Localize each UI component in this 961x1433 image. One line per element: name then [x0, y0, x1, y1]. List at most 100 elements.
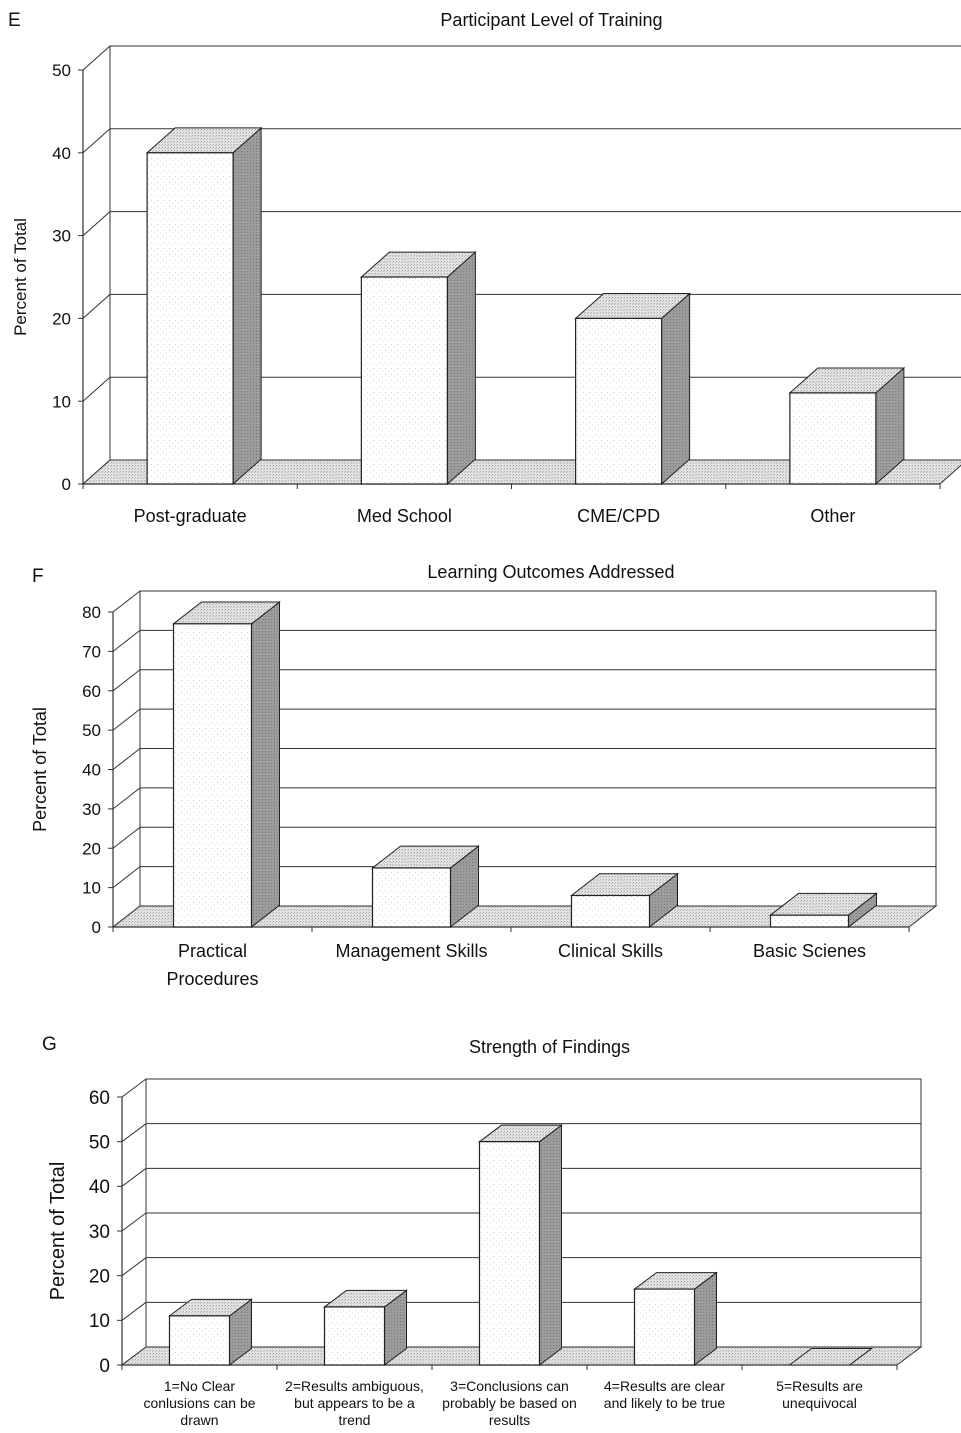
bar-side — [232, 126, 262, 486]
x-category-label: CME/CPD — [577, 506, 660, 526]
y-tick-label: 40 — [52, 144, 71, 163]
y-tick-label: 40 — [89, 1177, 110, 1198]
x-category-label: unequivocal — [782, 1395, 857, 1411]
wall-edge — [121, 1301, 147, 1321]
x-category-label: Procedures — [166, 969, 258, 989]
y-axis-label: Percent of Total — [30, 707, 50, 832]
bar-front — [172, 623, 253, 928]
bar-E-4 — [788, 366, 906, 486]
panel-letter: E — [8, 10, 21, 31]
bar-side — [539, 1124, 562, 1366]
y-tick-label: 50 — [89, 1133, 110, 1154]
x-category-label: Practical — [178, 941, 247, 961]
bar-front — [789, 392, 877, 485]
wall-edge — [82, 376, 111, 402]
chart-title: Strength of Findings — [469, 1037, 630, 1057]
y-tick-label: 40 — [82, 761, 101, 780]
x-category-label: Med School — [357, 506, 452, 526]
bar-front — [360, 276, 448, 485]
y-tick-label: 10 — [89, 1311, 110, 1332]
bar-front — [633, 1288, 696, 1366]
chart-panel-G: G Strength of Findings Percent of Total 0 10… — [42, 1034, 923, 1428]
wall-edge — [112, 866, 141, 889]
wall-edge — [121, 1123, 147, 1143]
x-category-label: 4=Results are clear — [604, 1378, 725, 1394]
x-category-label: and likely to be true — [604, 1395, 726, 1411]
wall-edge — [112, 787, 141, 810]
x-category-label: but appears to be a — [294, 1395, 415, 1411]
wall-edge — [112, 629, 141, 652]
y-tick-label: 80 — [82, 603, 101, 622]
chart-title: Learning Outcomes Addressed — [427, 562, 674, 582]
wall-edge — [121, 1212, 147, 1232]
bar-side — [661, 292, 691, 486]
y-tick-label: 30 — [52, 227, 71, 246]
bar-front — [575, 317, 663, 485]
bar-front — [570, 894, 651, 928]
x-category-label: Management Skills — [335, 941, 487, 961]
wall-edge — [112, 669, 141, 692]
chart-title: Participant Level of Training — [440, 10, 662, 30]
bar-side — [446, 250, 476, 486]
bar-F-4 — [769, 892, 878, 929]
bar-front — [371, 867, 452, 928]
x-category-label: Clinical Skills — [558, 941, 663, 961]
x-category-label: results — [489, 1412, 530, 1428]
wall-edge — [112, 708, 141, 731]
x-category-label: 1=No Clear — [164, 1378, 236, 1394]
bar-F-2 — [371, 845, 480, 929]
panel-letter: F — [32, 566, 44, 587]
bar-G-3 — [478, 1124, 563, 1366]
y-tick-label: 50 — [82, 721, 101, 740]
bar-front — [168, 1315, 231, 1366]
y-tick-label: 10 — [52, 392, 71, 411]
bar-G-2 — [323, 1289, 408, 1366]
wall-edge — [82, 128, 111, 154]
y-tick-label: 20 — [89, 1267, 110, 1288]
bar-G-5 — [788, 1348, 873, 1366]
bar-G-4 — [633, 1271, 718, 1366]
y-tick-label: 0 — [92, 918, 101, 937]
bar-top — [788, 1348, 873, 1366]
x-category-label: conlusions can be — [143, 1395, 255, 1411]
bar-F-3 — [570, 872, 679, 929]
wall-edge — [112, 826, 141, 849]
chart-panel-E: E Participant Level of Training Percent of… — [8, 10, 961, 526]
x-category-label: Other — [810, 506, 855, 526]
y-tick-label: 10 — [82, 879, 101, 898]
wall-edge — [121, 1257, 147, 1277]
bar-front — [769, 914, 850, 928]
bar-F-1 — [172, 601, 281, 929]
x-category-label: 2=Results ambiguous, — [285, 1378, 424, 1394]
wall-edge — [112, 748, 141, 770]
x-category-label: probably be based on — [442, 1395, 577, 1411]
y-tick-label: 70 — [82, 642, 101, 661]
x-category-label: Post-graduate — [134, 506, 247, 526]
bar-front — [323, 1306, 386, 1366]
y-tick-label: 0 — [62, 475, 71, 494]
wall-edge — [82, 294, 111, 319]
x-category-label: 5=Results are — [776, 1378, 863, 1394]
x-category-label: trend — [339, 1412, 371, 1428]
bar-front — [146, 152, 234, 485]
bar-front — [478, 1141, 541, 1366]
y-tick-label: 0 — [99, 1356, 110, 1377]
y-tick-label: 30 — [89, 1222, 110, 1243]
x-category-label: 3=Conclusions can — [450, 1378, 569, 1394]
y-tick-label: 50 — [52, 61, 71, 80]
y-axis-label: Percent of Total — [11, 218, 30, 336]
wall-edge — [121, 1167, 147, 1187]
wall-edge — [82, 211, 111, 236]
chart-panel-F: F Learning Outcomes Addressed Percent of T… — [30, 562, 938, 989]
bar-E-2 — [360, 250, 477, 486]
y-tick-label: 20 — [82, 839, 101, 858]
panel-letter: G — [42, 1034, 57, 1055]
bar-E-3 — [574, 292, 691, 486]
y-axis-label: Percent of Total — [47, 1162, 69, 1301]
wall-edge — [112, 590, 141, 613]
y-tick-label: 60 — [89, 1088, 110, 1109]
x-category-label: Basic Scienes — [753, 941, 866, 961]
bar-side — [251, 601, 280, 929]
y-tick-label: 20 — [52, 310, 71, 329]
